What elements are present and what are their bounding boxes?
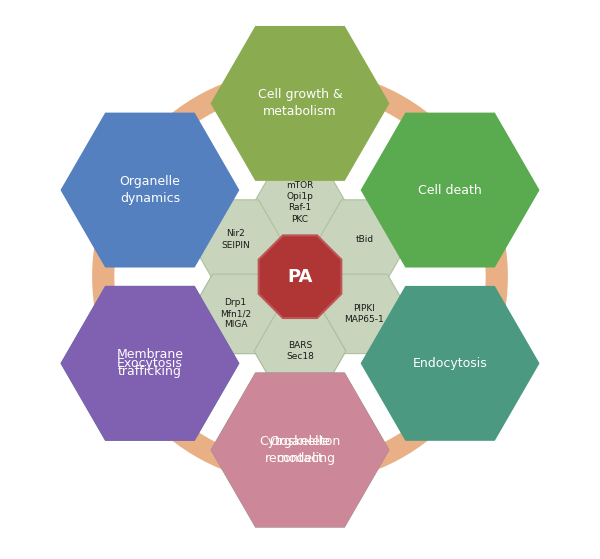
- Text: Cell growth &
metabolism: Cell growth & metabolism: [257, 88, 343, 119]
- Polygon shape: [211, 26, 389, 181]
- Polygon shape: [319, 200, 410, 280]
- Polygon shape: [211, 372, 389, 528]
- Text: Drp1
Mfn1/2
MIGA: Drp1 Mfn1/2 MIGA: [220, 299, 251, 329]
- Polygon shape: [61, 286, 239, 441]
- Polygon shape: [361, 286, 539, 441]
- Text: Organelle
contact: Organelle contact: [269, 435, 331, 465]
- Text: Nir2
SEIPIN: Nir2 SEIPIN: [221, 230, 250, 249]
- Polygon shape: [211, 372, 389, 528]
- Text: tBid: tBid: [355, 235, 373, 244]
- Polygon shape: [254, 311, 346, 391]
- Text: Cytoskeleton
remodeling: Cytoskeleton remodeling: [259, 435, 341, 465]
- Text: BARS
Sec18: BARS Sec18: [286, 341, 314, 361]
- Polygon shape: [259, 235, 341, 318]
- Polygon shape: [254, 311, 346, 391]
- Text: mTOR
Opi1p
Raf-1
PKC: mTOR Opi1p Raf-1 PKC: [286, 181, 314, 224]
- Polygon shape: [61, 112, 239, 268]
- Polygon shape: [361, 112, 539, 268]
- Polygon shape: [190, 274, 281, 354]
- Text: Endocytosis: Endocytosis: [413, 357, 487, 370]
- Polygon shape: [319, 274, 410, 354]
- Text: Cell death: Cell death: [418, 183, 482, 197]
- Text: Membrane
trafficking: Membrane trafficking: [116, 348, 184, 378]
- Polygon shape: [190, 200, 281, 280]
- Polygon shape: [61, 286, 239, 441]
- Text: Exocytosis: Exocytosis: [117, 357, 183, 370]
- Text: Organelle
dynamics: Organelle dynamics: [119, 175, 181, 205]
- Text: PA: PA: [287, 268, 313, 286]
- Polygon shape: [254, 163, 346, 242]
- Polygon shape: [190, 274, 281, 354]
- Text: PIPKI
MAP65-1: PIPKI MAP65-1: [344, 304, 384, 324]
